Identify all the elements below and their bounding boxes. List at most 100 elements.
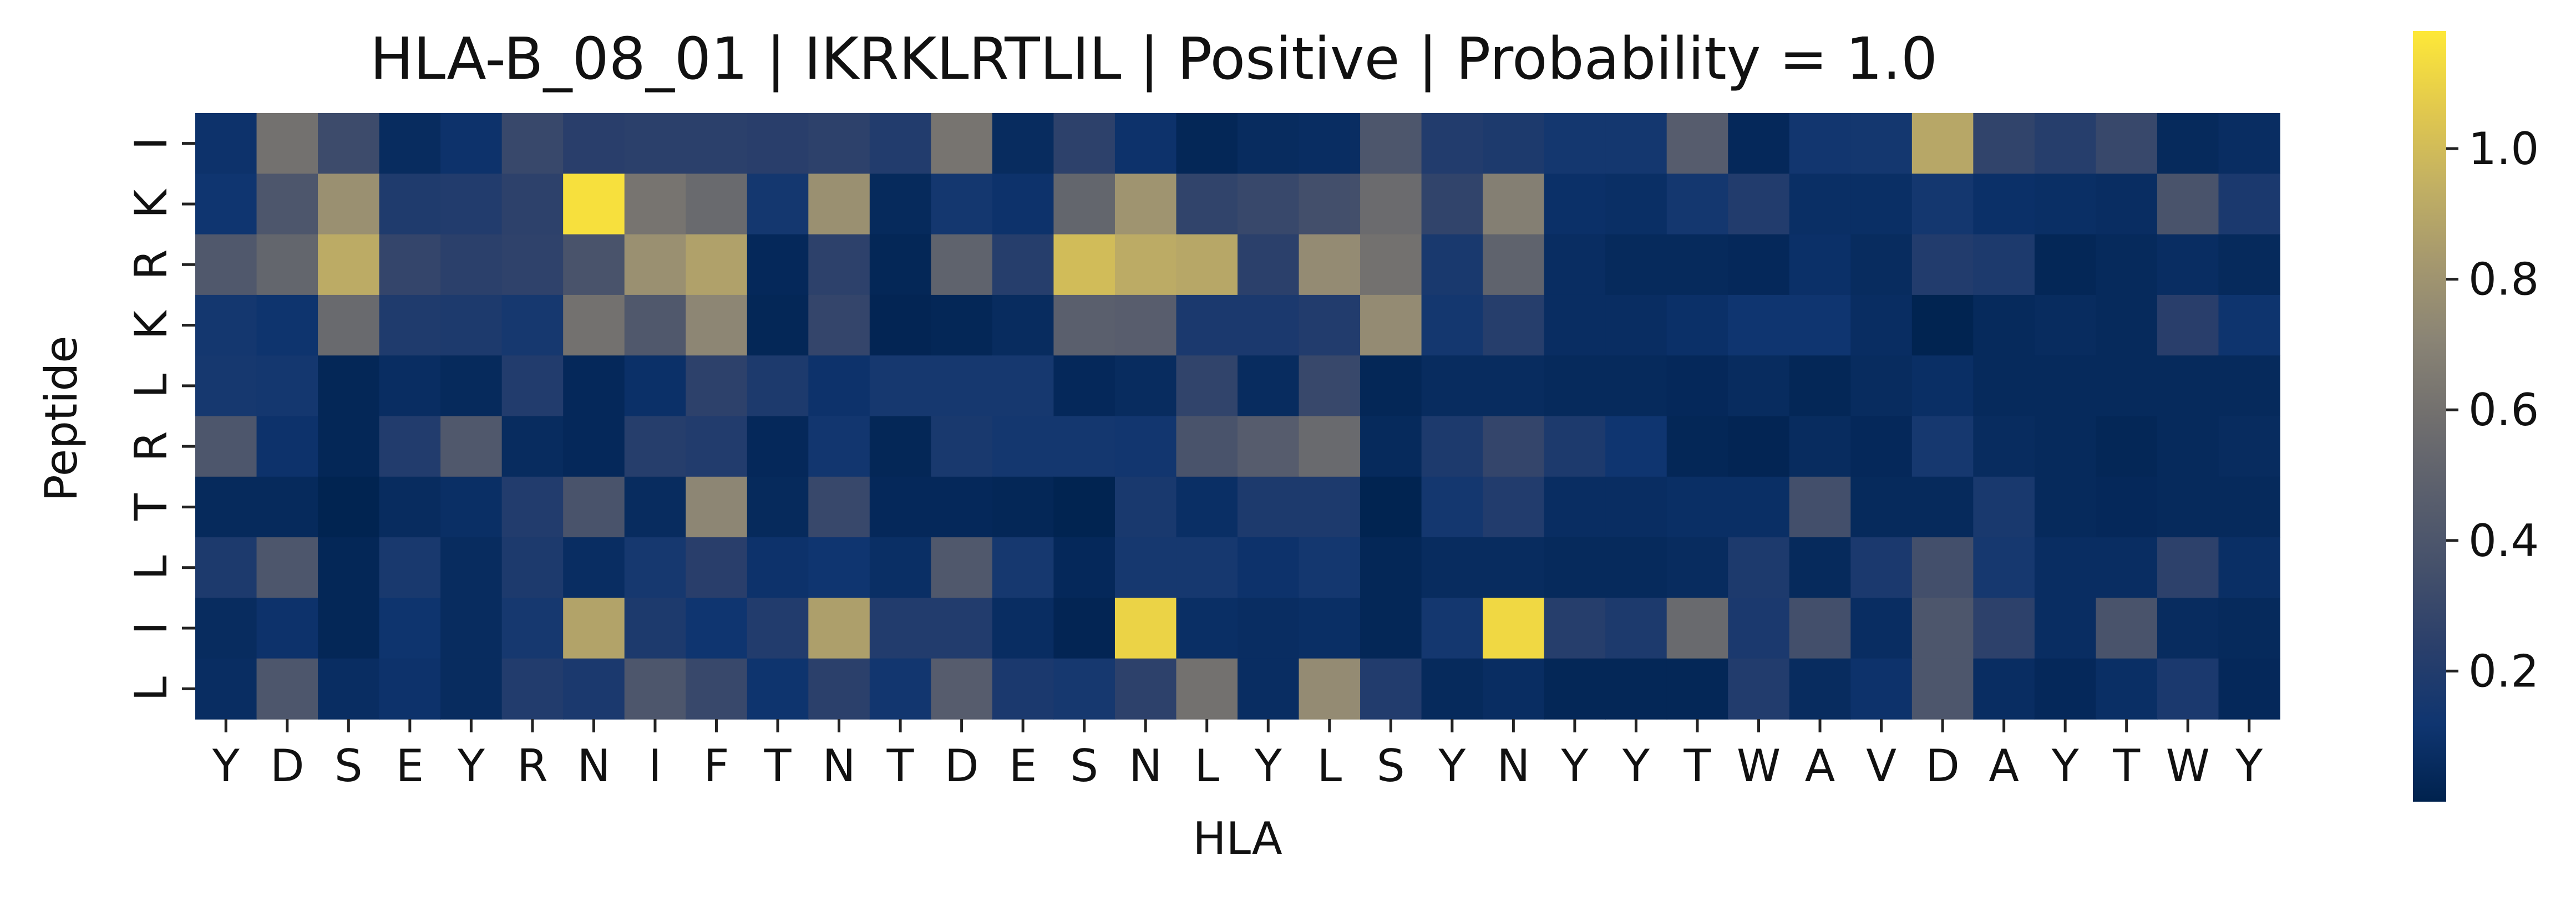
heatmap-cell <box>1789 294 1852 356</box>
heatmap-cell <box>1605 598 1667 659</box>
x-axis-label: HLA <box>1193 813 1282 864</box>
heatmap-cell <box>1789 658 1852 720</box>
y-tick-label: I <box>125 137 177 150</box>
heatmap-cell <box>1053 658 1115 720</box>
heatmap-cell <box>1421 174 1483 235</box>
heatmap-cell <box>2096 416 2158 477</box>
heatmap-cell <box>686 476 748 538</box>
heatmap-cell <box>256 537 318 599</box>
heatmap-cell <box>1728 294 1790 356</box>
heatmap-cell <box>1421 416 1483 477</box>
heatmap-cell <box>686 174 748 235</box>
heatmap-cell <box>1728 416 1790 477</box>
heatmap-cell <box>1789 416 1852 477</box>
heatmap-cell <box>563 537 625 599</box>
colorbar <box>2413 31 2446 802</box>
heatmap-cell <box>379 355 441 417</box>
heatmap-cell <box>256 476 318 538</box>
heatmap-cell <box>440 294 503 356</box>
heatmap-cell <box>1666 416 1729 477</box>
heatmap-cell <box>931 598 993 659</box>
heatmap-cell <box>1053 416 1115 477</box>
heatmap-cell <box>2218 476 2280 538</box>
x-tick-label: T <box>764 740 792 792</box>
heatmap-cell <box>808 174 870 235</box>
heatmap-cell <box>318 416 380 477</box>
heatmap-cell <box>1299 113 1361 175</box>
heatmap-cell <box>808 598 870 659</box>
heatmap-cell <box>1973 416 2035 477</box>
x-tick-label: I <box>648 740 662 792</box>
heatmap-cell <box>1238 234 1300 295</box>
y-axis-ticks: IKRKLRTLIL <box>125 137 195 701</box>
heatmap-cell <box>1238 658 1300 720</box>
heatmap-cell <box>379 598 441 659</box>
heatmap-cell <box>195 598 257 659</box>
heatmap-cell <box>624 416 687 477</box>
heatmap-cell <box>992 174 1054 235</box>
heatmap-cell <box>1605 174 1667 235</box>
heatmap-cell <box>1360 355 1422 417</box>
heatmap-cell <box>195 537 257 599</box>
heatmap-cell <box>992 234 1054 295</box>
heatmap-cell <box>1360 416 1422 477</box>
heatmap-cell <box>1421 355 1483 417</box>
x-tick-label: N <box>577 740 611 792</box>
heatmap-cell <box>2034 234 2097 295</box>
heatmap-cell <box>1483 537 1545 599</box>
heatmap-cell <box>2218 598 2280 659</box>
y-axis-label: Peptide <box>36 336 87 502</box>
heatmap-cell <box>1114 658 1177 720</box>
heatmap-cell <box>379 234 441 295</box>
heatmap-cells <box>195 113 2280 720</box>
heatmap-cell <box>1605 476 1667 538</box>
heatmap-cell <box>2096 294 2158 356</box>
x-tick-label: E <box>396 740 424 792</box>
heatmap-cell <box>2157 113 2219 175</box>
heatmap-cell <box>1728 355 1790 417</box>
chart-title: HLA-B_08_01 | IKRKLRTLIL | Positive | Pr… <box>370 25 1938 93</box>
heatmap-cell <box>379 113 441 175</box>
heatmap-cell <box>256 234 318 295</box>
heatmap-cell <box>256 598 318 659</box>
heatmap-cell <box>256 355 318 417</box>
heatmap-cell <box>1850 355 1913 417</box>
heatmap-cell <box>2096 113 2158 175</box>
heatmap-cell <box>1053 476 1115 538</box>
colorbar-tick-label: 0.8 <box>2468 254 2539 305</box>
heatmap-cell <box>992 476 1054 538</box>
heatmap-cell <box>1789 355 1852 417</box>
heatmap-cell <box>501 658 564 720</box>
heatmap-cell <box>379 537 441 599</box>
heatmap-cell <box>1666 113 1729 175</box>
heatmap-cell <box>624 174 687 235</box>
heatmap-cell <box>1911 658 1974 720</box>
x-tick-label: D <box>1925 740 1960 792</box>
heatmap-cell <box>869 598 932 659</box>
heatmap-cell <box>931 294 993 356</box>
heatmap-cell <box>1053 113 1115 175</box>
heatmap-cell <box>747 476 809 538</box>
x-tick-label: Y <box>1560 740 1589 792</box>
heatmap-cell <box>747 537 809 599</box>
heatmap-cell <box>563 234 625 295</box>
heatmap-cell <box>1544 416 1606 477</box>
heatmap-cell <box>2096 234 2158 295</box>
heatmap-cell <box>747 294 809 356</box>
heatmap-cell <box>1483 174 1545 235</box>
heatmap-cell <box>256 416 318 477</box>
x-tick-label: D <box>945 740 979 792</box>
heatmap-cell <box>1728 234 1790 295</box>
heatmap-cell <box>501 294 564 356</box>
heatmap-cell <box>1053 294 1115 356</box>
x-tick-label: L <box>1194 740 1219 792</box>
heatmap-cell <box>1176 355 1238 417</box>
heatmap-cell <box>624 113 687 175</box>
heatmap-cell <box>1789 174 1852 235</box>
x-tick-label: A <box>1989 740 2019 792</box>
heatmap-cell <box>686 416 748 477</box>
y-tick-label: L <box>125 676 177 701</box>
heatmap-cell <box>1176 234 1238 295</box>
heatmap-cell <box>1605 658 1667 720</box>
heatmap-cell <box>501 537 564 599</box>
